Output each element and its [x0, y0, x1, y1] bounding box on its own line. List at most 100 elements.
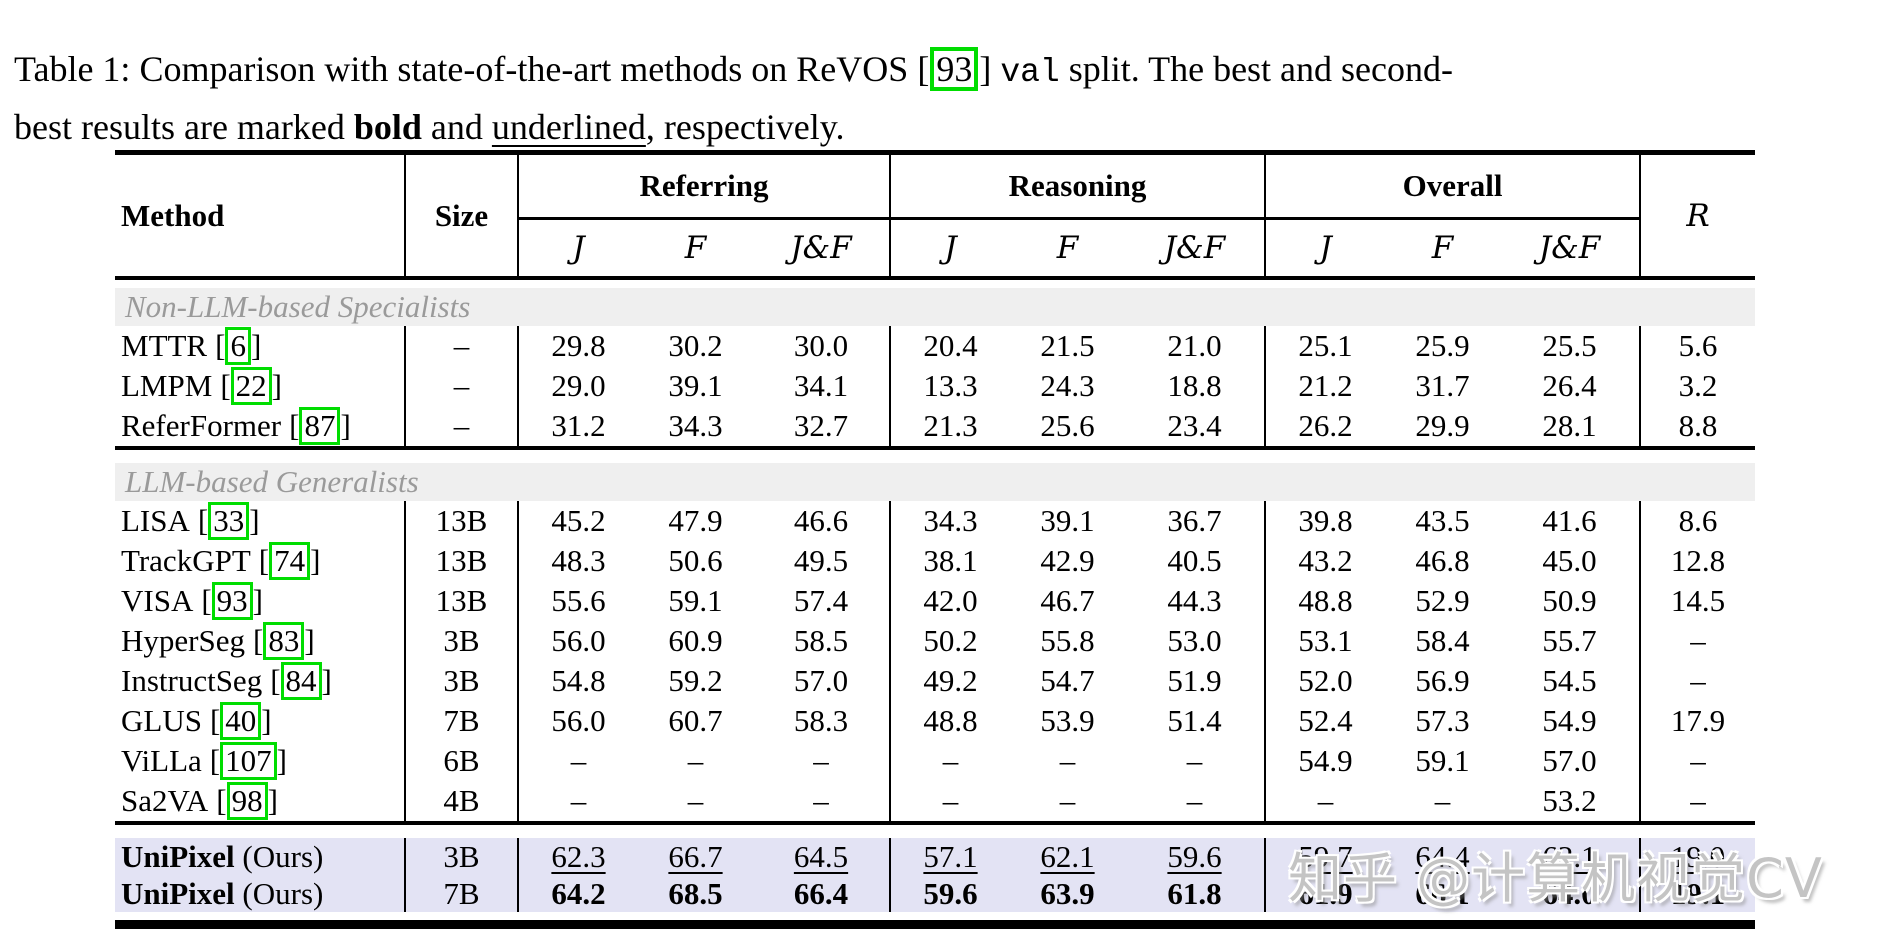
method-cell: ViLLa[107] — [115, 741, 406, 781]
metric-cell: 28.1 — [1500, 406, 1642, 448]
metric-cell: 48.8 — [923, 703, 978, 738]
col-group-reasoning: Reasoning — [890, 152, 1267, 220]
method-name: UniPixel — [121, 875, 235, 911]
metric-cell: 63.9 — [1010, 875, 1125, 912]
metric-cell: – — [1125, 741, 1267, 781]
citation-box[interactable]: 74 — [269, 541, 311, 581]
metric-cell: 60.7 — [668, 703, 723, 738]
metric-cell: 50.9 — [1500, 581, 1642, 621]
metric-cell: 49.5 — [753, 541, 891, 581]
metric-cell: 57.4 — [753, 581, 891, 621]
metric-cell: 45.2 — [551, 503, 606, 538]
rule-cell — [115, 821, 1756, 838]
metric-cell: 64.0 — [1500, 875, 1642, 912]
table-row: LISA[33] 13B 45.2 47.9 46.6 34.3 39.1 36.7 39.8 4… — [115, 501, 1755, 541]
metric-cell: 43.5 — [1415, 503, 1470, 538]
size-cell: 7B — [405, 701, 519, 741]
citation-number[interactable]: 93 — [936, 49, 973, 89]
rule-row — [115, 446, 1756, 463]
citation-box[interactable]: 22 — [230, 366, 272, 406]
gap-cell — [115, 278, 1755, 288]
metric-cell: 57.1 — [890, 838, 1010, 875]
citation-box[interactable]: 93 — [211, 581, 253, 621]
metric-cell: 39.1 — [1040, 503, 1095, 538]
metric-cell: 54.7 — [1040, 663, 1095, 698]
metric-cell: 54.9 — [1500, 701, 1642, 741]
metric-cell: 43.2 — [1298, 543, 1353, 578]
metric-cell: 56.9 — [1415, 663, 1470, 698]
metric-cell: 42.9 — [1040, 543, 1095, 578]
method-cell: UniPixel (Ours) — [115, 838, 406, 875]
metric-cell: – — [1059, 783, 1076, 818]
metric-cell: 26.4 — [1500, 366, 1642, 406]
metric-cell: 36.7 — [1125, 501, 1267, 541]
metric-cell: – — [1317, 783, 1334, 818]
caption-text: Table 1: Comparison with state-of-the-ar… — [14, 49, 918, 89]
gap-row — [115, 278, 1755, 288]
method-name: ViLLa — [121, 742, 202, 778]
col-subheader-reasoning-f: F — [1010, 218, 1125, 280]
method-citation: [98] — [216, 781, 278, 821]
citation-box[interactable]: 107 — [220, 741, 277, 781]
method-cell: TrackGPT[74] — [115, 541, 406, 581]
col-subheader-referring-j: J — [518, 218, 638, 280]
citation-box[interactable]: 40 — [220, 701, 262, 741]
metric-cell: 46.7 — [1040, 583, 1095, 618]
metric-cell: – — [1434, 783, 1451, 818]
method-cell: Sa2VA[98] — [115, 781, 406, 823]
bracket-open: [ — [216, 782, 227, 818]
bracket-open: [ — [258, 542, 270, 578]
bracket-open: [ — [215, 327, 226, 363]
metric-cell: – — [570, 783, 587, 818]
metric-cell: 51.9 — [1125, 661, 1267, 701]
metric-cell: 48.8 — [1298, 583, 1353, 618]
metric-cell: 25.1 — [1298, 328, 1353, 363]
size-cell: 6B — [405, 741, 519, 781]
bracket-close: ] — [340, 407, 351, 443]
col-header-rank: R — [1640, 152, 1756, 280]
method-cell: UniPixel (Ours) — [115, 875, 406, 912]
section-header-row: LLM-based Generalists — [115, 463, 1756, 501]
method-name: LISA — [121, 502, 190, 538]
metric-cell: 51.4 — [1125, 701, 1267, 741]
bracket-close: ] — [276, 742, 287, 778]
metric-cell: 66.1 — [1385, 875, 1501, 912]
col-group-referring: Referring — [518, 152, 891, 220]
citation-box[interactable]: 84 — [280, 661, 322, 701]
metric-cell: 21.2 — [1298, 368, 1353, 403]
metric-symbol: J&F — [1163, 230, 1226, 266]
col-header-method: Method — [115, 152, 406, 280]
citation-box[interactable]: 6 — [225, 326, 251, 366]
metric-cell: 47.9 — [668, 503, 723, 538]
caption-text-4: and — [421, 107, 492, 147]
bracket-open: [ — [201, 582, 212, 618]
metric-cell: 30.0 — [753, 326, 891, 366]
citation-box[interactable]: 33 — [208, 501, 250, 541]
metric-cell: 45.0 — [1500, 541, 1642, 581]
bracket-close: ] — [252, 582, 263, 618]
metric-cell: 64.2 — [518, 875, 638, 912]
metric-cell: 66.7 — [638, 838, 753, 875]
method-citation: [33] — [197, 501, 260, 541]
col-group-overall: Overall — [1265, 152, 1642, 220]
metric-symbol: F — [1431, 230, 1454, 266]
rank-cell: 12.8 — [1670, 543, 1726, 578]
col-subheader-reasoning-jf: J&F — [1125, 218, 1267, 280]
rank-cell: 5.6 — [1678, 328, 1718, 363]
rank-cell: – — [1690, 743, 1706, 778]
metric-cell: 39.1 — [668, 368, 723, 403]
citation-box[interactable]: 83 — [263, 621, 305, 661]
size-cell: 3B — [405, 838, 519, 875]
metric-cell: 31.2 — [551, 408, 606, 443]
citation-box[interactable]: 98 — [226, 781, 268, 821]
size-cell: 3B — [405, 661, 519, 701]
citation-box[interactable]: 93 — [930, 47, 979, 91]
header-metric-row: J F J&F J F J&F J F J&F — [115, 218, 1755, 280]
bracket-open: [ — [197, 502, 209, 538]
metric-cell: 20.4 — [923, 328, 978, 363]
citation-box[interactable]: 87 — [299, 406, 341, 446]
rank-cell: 8.8 — [1678, 408, 1718, 443]
method-cell: ReferFormer[87] — [115, 406, 406, 448]
metric-cell: 24.3 — [1040, 368, 1095, 403]
metric-cell: 52.9 — [1415, 583, 1470, 618]
